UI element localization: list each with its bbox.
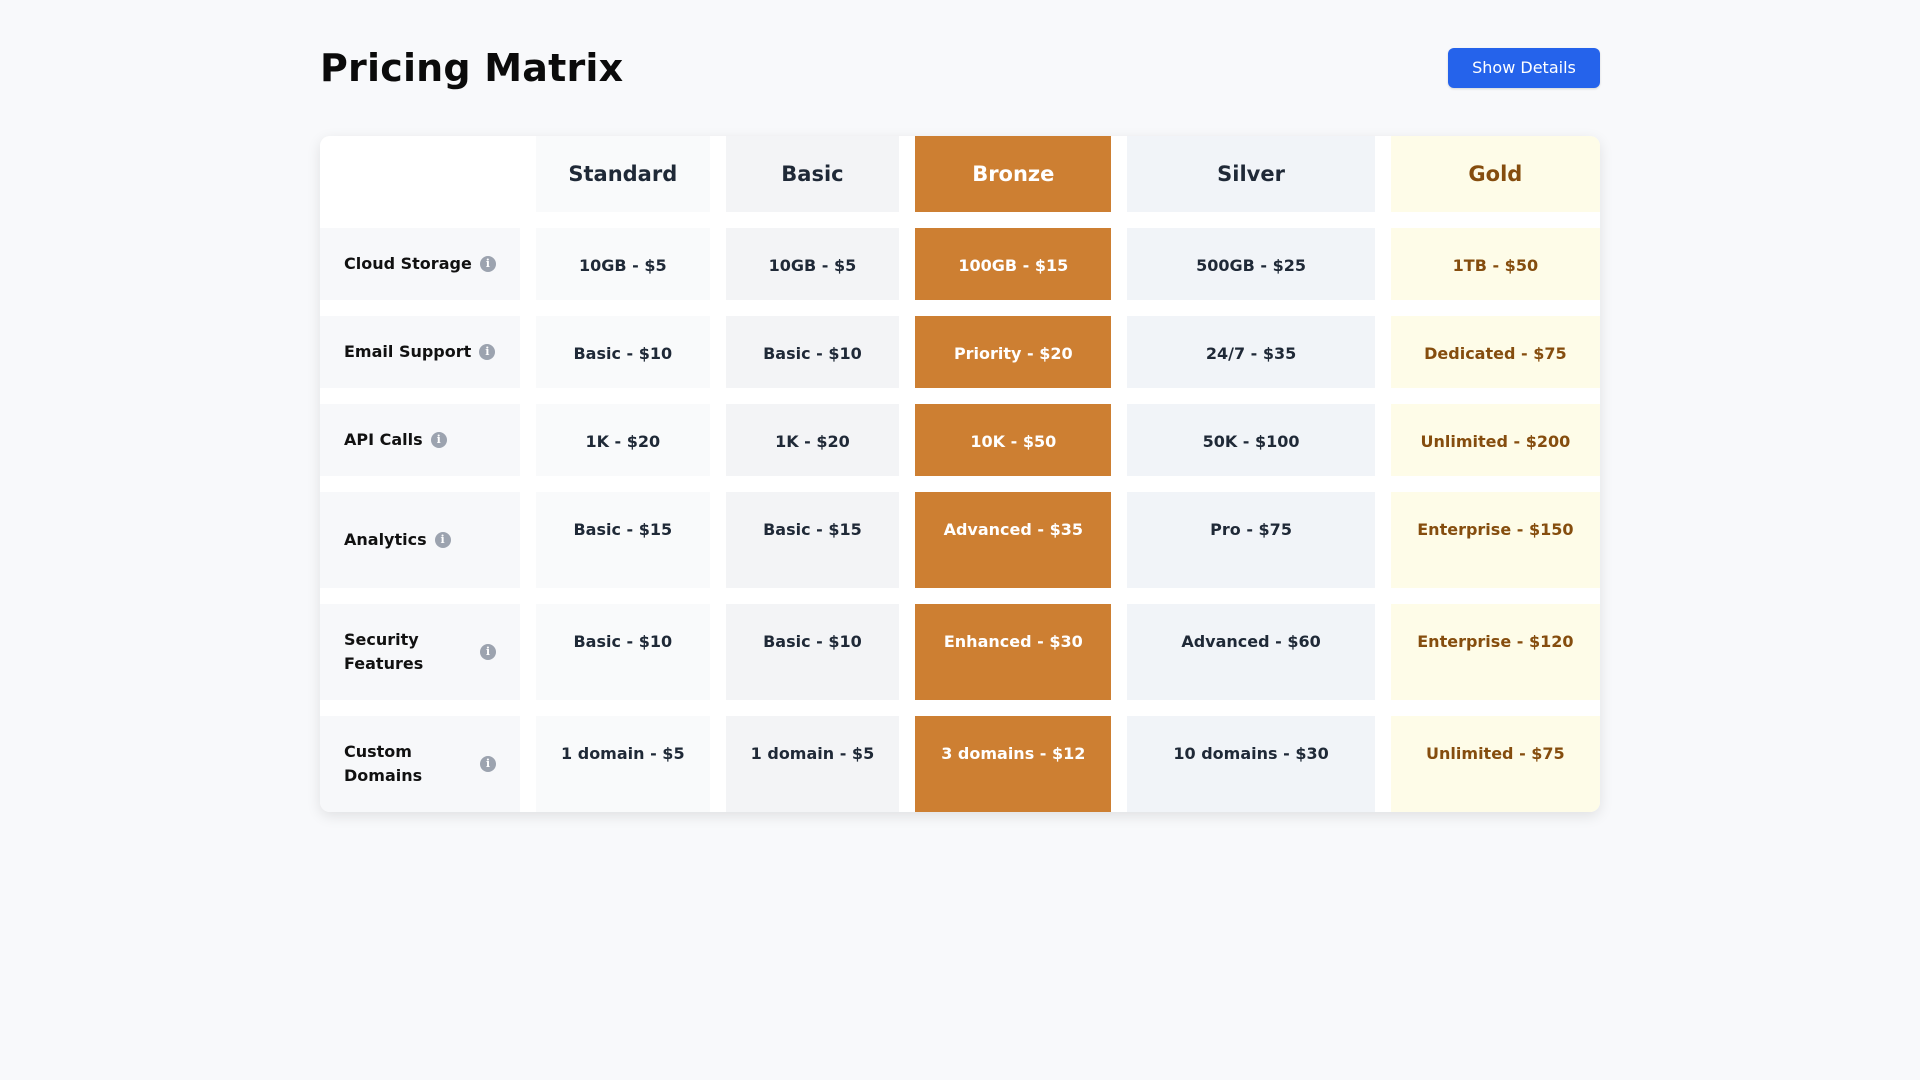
price-cell-basic: 1 domain - $5 (725, 716, 900, 812)
page-title: Pricing Matrix (320, 45, 624, 90)
price-cell-bronze: Priority - $20 (915, 316, 1112, 388)
price-cell-silver: 50K - $100 (1127, 404, 1375, 476)
feature-label-cell: Security Features i (320, 604, 520, 700)
feature-row-custom-domains: Custom Domains i 1 domain - $5 1 domain -… (320, 716, 1600, 812)
page-header: Pricing Matrix Show Details (320, 40, 1600, 95)
price-cell-silver: 24/7 - $35 (1127, 316, 1375, 388)
price-cell-standard: Basic - $15 (536, 492, 710, 588)
feature-name: Email Support (344, 342, 472, 361)
price-cell-gold: Dedicated - $75 (1390, 316, 1600, 388)
feature-label-cell: Custom Domains i (320, 716, 520, 812)
pricing-page: Pricing Matrix Show Details Standard Bas… (320, 40, 1600, 812)
price-cell-bronze: 10K - $50 (915, 404, 1112, 476)
feature-label-cell: API Calls i (320, 404, 520, 476)
info-icon[interactable]: i (480, 756, 496, 772)
corner-cell (320, 136, 520, 212)
price-cell-basic: 1K - $20 (725, 404, 900, 476)
feature-name: Cloud Storage (344, 254, 472, 273)
feature-name: Security Features (344, 630, 424, 673)
feature-label-cell: Email Support i (320, 316, 520, 388)
price-cell-silver: 10 domains - $30 (1127, 716, 1375, 812)
info-icon[interactable]: i (480, 644, 496, 660)
feature-name: Analytics (344, 530, 427, 549)
feature-label-cell: Cloud Storage i (320, 228, 520, 300)
feature-row-analytics: Analytics i Basic - $15 Basic - $15 Advan… (320, 492, 1600, 588)
feature-name: API Calls (344, 430, 423, 449)
show-details-button[interactable]: Show Details (1448, 47, 1600, 88)
price-cell-gold: Enterprise - $150 (1390, 492, 1600, 588)
plan-header-row: Standard Basic Bronze Silver Gold (320, 136, 1600, 212)
plan-header-basic: Basic (725, 136, 900, 212)
price-cell-bronze: 3 domains - $12 (915, 716, 1112, 812)
price-cell-standard: 10GB - $5 (536, 228, 710, 300)
price-cell-bronze: 100GB - $15 (915, 228, 1112, 300)
feature-row-email-support: Email Support i Basic - $10 Basic - $10 P… (320, 316, 1600, 388)
plan-header-gold: Gold (1390, 136, 1600, 212)
feature-row-api-calls: API Calls i 1K - $20 1K - $20 10K - $50 5… (320, 404, 1600, 476)
price-cell-basic: Basic - $10 (725, 316, 900, 388)
price-cell-gold: Enterprise - $120 (1390, 604, 1600, 700)
price-cell-gold: Unlimited - $75 (1390, 716, 1600, 812)
price-cell-basic: Basic - $10 (725, 604, 900, 700)
pricing-table: Standard Basic Bronze Silver Gold Cloud … (320, 136, 1600, 812)
info-icon[interactable]: i (479, 344, 496, 360)
price-cell-standard: 1K - $20 (536, 404, 710, 476)
price-cell-gold: 1TB - $50 (1390, 228, 1600, 300)
feature-row-security-features: Security Features i Basic - $10 Basic - $… (320, 604, 1600, 700)
price-cell-bronze: Advanced - $35 (915, 492, 1112, 588)
price-cell-standard: 1 domain - $5 (536, 716, 710, 812)
info-icon[interactable]: i (434, 532, 451, 548)
info-icon[interactable]: i (430, 432, 447, 448)
price-cell-basic: Basic - $15 (725, 492, 900, 588)
info-icon[interactable]: i (479, 256, 496, 272)
price-cell-basic: 10GB - $5 (725, 228, 900, 300)
plan-header-silver: Silver (1127, 136, 1375, 212)
price-cell-silver: Pro - $75 (1127, 492, 1375, 588)
feature-name: Custom Domains (344, 742, 423, 785)
price-cell-standard: Basic - $10 (536, 316, 710, 388)
plan-header-bronze: Bronze (915, 136, 1112, 212)
price-cell-standard: Basic - $10 (536, 604, 710, 700)
price-cell-silver: 500GB - $25 (1127, 228, 1375, 300)
price-cell-gold: Unlimited - $200 (1390, 404, 1600, 476)
plan-header-standard: Standard (536, 136, 710, 212)
feature-label-cell: Analytics i (320, 492, 520, 588)
pricing-matrix: Standard Basic Bronze Silver Gold Cloud … (320, 136, 1600, 812)
price-cell-silver: Advanced - $60 (1127, 604, 1375, 700)
price-cell-bronze: Enhanced - $30 (915, 604, 1112, 700)
feature-row-cloud-storage: Cloud Storage i 10GB - $5 10GB - $5 100GB… (320, 228, 1600, 300)
